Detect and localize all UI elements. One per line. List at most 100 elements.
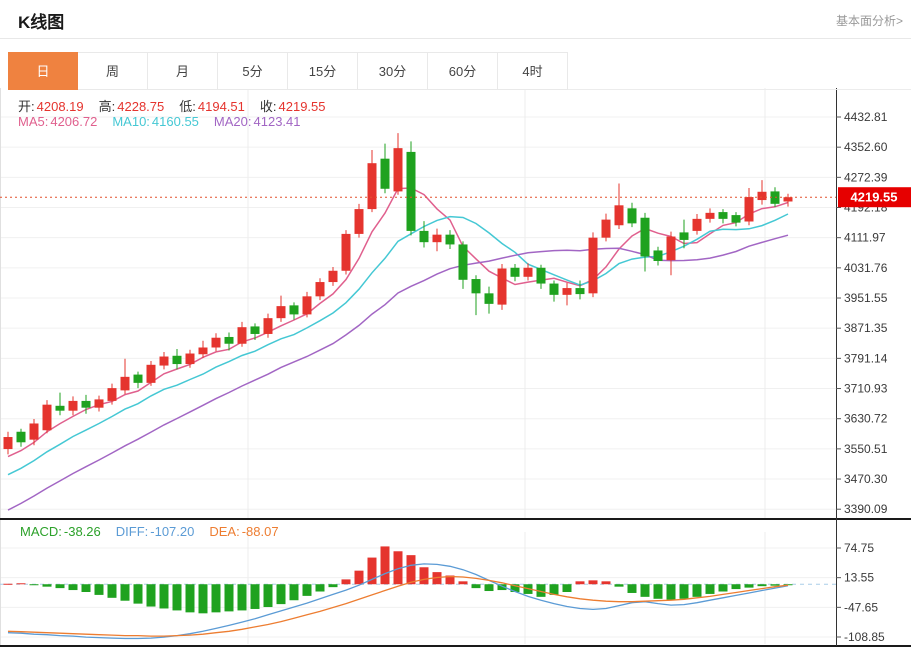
- tab-4时[interactable]: 4时: [498, 52, 568, 90]
- y-axis-label: 4432.81: [844, 110, 888, 124]
- ma5-line: [7, 187, 789, 458]
- macd-bar: [549, 584, 559, 595]
- macd-bar: [146, 584, 156, 607]
- candle-down: [640, 217, 650, 257]
- header-divider: [0, 38, 911, 39]
- legend-item: MA20: 4123.41: [213, 114, 301, 129]
- candle-down: [458, 244, 468, 280]
- candle-down: [406, 151, 416, 231]
- y-axis-label: 13.55: [844, 571, 874, 585]
- macd-bar: [224, 584, 234, 612]
- candle-up: [68, 400, 78, 411]
- macd-bar: [757, 584, 767, 587]
- y-axis-label: -47.65: [844, 600, 878, 614]
- candle-down: [536, 267, 546, 284]
- macd-bar: [601, 581, 611, 585]
- macd-bar: [68, 584, 78, 591]
- candle-down: [445, 234, 455, 245]
- macd-bar: [393, 551, 403, 585]
- macd-bar: [458, 581, 468, 585]
- macd-bar: [510, 584, 520, 592]
- ma-legend: MA5: 4206.72 MA10: 4160.55 MA20: 4123.41: [18, 114, 316, 129]
- tab-周[interactable]: 周: [78, 52, 148, 90]
- candle-down: [250, 326, 260, 334]
- tab-月[interactable]: 月: [148, 52, 218, 90]
- tab-60分[interactable]: 60分: [428, 52, 498, 90]
- candle-up: [146, 364, 156, 383]
- y-axis-label: -108.85: [844, 630, 885, 644]
- candle-up: [705, 212, 715, 219]
- candle-up: [497, 268, 507, 305]
- macd-bar: [497, 584, 507, 591]
- macd-bar: [406, 555, 416, 585]
- y-axis-label: 4272.39: [844, 170, 888, 184]
- legend-item: DIFF: -107.20: [115, 524, 195, 539]
- candle-down: [718, 212, 728, 219]
- tab-15分[interactable]: 15分: [288, 52, 358, 90]
- candle-up: [276, 306, 286, 319]
- legend-item: 高: 4228.75: [98, 99, 165, 114]
- candle-up: [601, 219, 611, 238]
- legend-item: 低: 4194.51: [179, 99, 245, 114]
- candle-down: [731, 215, 741, 223]
- macd-bar: [731, 584, 741, 590]
- candle-down: [380, 158, 390, 189]
- macd-bar: [198, 584, 208, 614]
- macd-bar: [783, 584, 793, 586]
- y-axis-label: 3710.93: [844, 382, 888, 396]
- macd-bar: [107, 584, 117, 598]
- y-axis-label: 3550.51: [844, 442, 888, 456]
- legend-item: MA5: 4206.72: [18, 114, 98, 129]
- macd-bar: [419, 567, 429, 585]
- candle-up: [692, 218, 702, 231]
- y-axis-label: 3791.14: [844, 351, 888, 365]
- macd-bar: [679, 584, 689, 599]
- legend-item: MACD: -38.26: [20, 524, 101, 539]
- macd-bar: [705, 584, 715, 594]
- macd-bar: [562, 584, 572, 592]
- tab-5分[interactable]: 5分: [218, 52, 288, 90]
- candle-up: [367, 163, 377, 210]
- candle-up: [315, 282, 325, 297]
- macd-bar: [432, 572, 442, 585]
- macd-bar: [289, 584, 299, 601]
- candle-up: [159, 356, 169, 366]
- macd-bar: [42, 584, 52, 587]
- current-price-box: [838, 187, 911, 208]
- candle-up: [341, 233, 351, 271]
- macd-bar: [653, 584, 663, 599]
- macd-bar: [575, 581, 585, 585]
- candle-up: [198, 347, 208, 355]
- candle-up: [185, 353, 195, 365]
- macd-bar: [3, 583, 13, 585]
- candle-up: [757, 191, 767, 201]
- candle-down: [289, 305, 299, 315]
- macd-bar: [81, 584, 91, 592]
- macd-bar: [614, 584, 624, 587]
- macd-bar: [120, 584, 130, 601]
- current-price-label: 4219.55: [851, 190, 898, 205]
- legend-item: 收: 4219.55: [259, 99, 326, 114]
- y-axis-label: 3951.55: [844, 291, 888, 305]
- macd-bar: [159, 584, 169, 609]
- tab-日[interactable]: 日: [8, 52, 78, 90]
- y-axis-label: 3470.30: [844, 472, 888, 486]
- macd-bar: [380, 546, 390, 585]
- macd-bar: [445, 575, 455, 585]
- macd-bar: [276, 584, 286, 605]
- candle-down: [16, 431, 26, 443]
- legend-item: DEA: -88.07: [209, 524, 279, 539]
- tab-30分[interactable]: 30分: [358, 52, 428, 90]
- y-axis-label: 4031.76: [844, 261, 888, 275]
- candle-down: [679, 232, 689, 240]
- candle-up: [29, 423, 39, 440]
- macd-bar: [588, 580, 598, 585]
- macd-bar: [237, 584, 247, 611]
- candle-up: [120, 376, 130, 391]
- candle-up: [237, 327, 247, 344]
- legend-item: 开: 4208.19: [18, 99, 84, 114]
- ohlc-legend: 开: 4208.19 高: 4228.75 低: 4194.51 收: 4219.55: [18, 96, 341, 115]
- fundamental-analysis-link[interactable]: 基本面分析>: [835, 14, 903, 28]
